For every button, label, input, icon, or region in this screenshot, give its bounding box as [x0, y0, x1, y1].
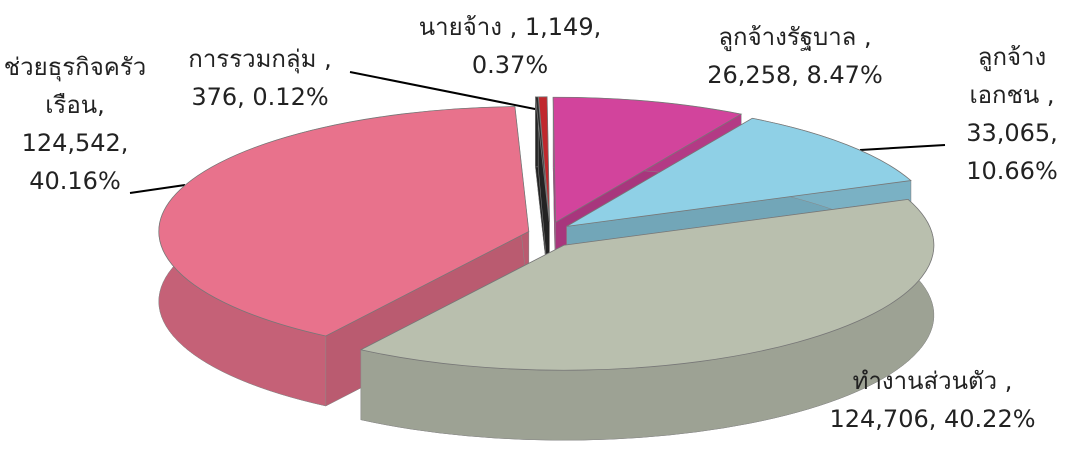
leader-line	[859, 144, 946, 151]
percent-label: 0.37%	[471, 51, 549, 79]
slice	[158, 106, 530, 337]
category-label: ช่วยธุรกิจครัวเรือน,	[3, 53, 147, 119]
leader-line	[349, 71, 541, 111]
data-label: ช่วยธุรกิจครัวเรือน, 124,542, 40.16%	[0, 48, 150, 200]
slice	[566, 117, 912, 227]
percent-label: 40.22%	[944, 405, 1036, 433]
category-label: ทำงานส่วนตัว ,	[852, 367, 1013, 395]
category-label: ลูกจ้าง เอกชน ,	[969, 43, 1055, 109]
leader-line	[129, 184, 186, 194]
percent-label: 40.16%	[29, 167, 121, 195]
data-label: การรวมกลุ่ม , 376, 0.12%	[160, 40, 360, 116]
data-label: ทำงานส่วนตัว , 124,706, 40.22%	[790, 362, 1075, 438]
data-label: นายจ้าง , 1,149, 0.37%	[385, 8, 635, 84]
slice	[534, 96, 550, 222]
percent-label: 0.12%	[252, 83, 329, 111]
percent-label: 8.47%	[806, 61, 883, 89]
category-label: ลูกจ้างรัฐบาล ,	[718, 23, 872, 51]
value-label: 26,258,	[707, 61, 799, 89]
value-label: 376,	[191, 83, 245, 111]
slice	[552, 96, 743, 223]
value-label: 124,542,	[21, 129, 129, 157]
value-label: 33,065,	[966, 119, 1058, 147]
value-label: 124,706,	[829, 405, 937, 433]
value-label: 1,149,	[524, 13, 602, 41]
data-label: ลูกจ้างรัฐบาล , 26,258, 8.47%	[680, 18, 910, 94]
data-label: ลูกจ้าง เอกชน , 33,065, 10.66%	[945, 38, 1079, 190]
slice	[359, 198, 935, 371]
percent-label: 10.66%	[966, 157, 1058, 185]
category-label: การรวมกลุ่ม ,	[188, 45, 332, 73]
category-label: นายจ้าง ,	[418, 13, 518, 41]
